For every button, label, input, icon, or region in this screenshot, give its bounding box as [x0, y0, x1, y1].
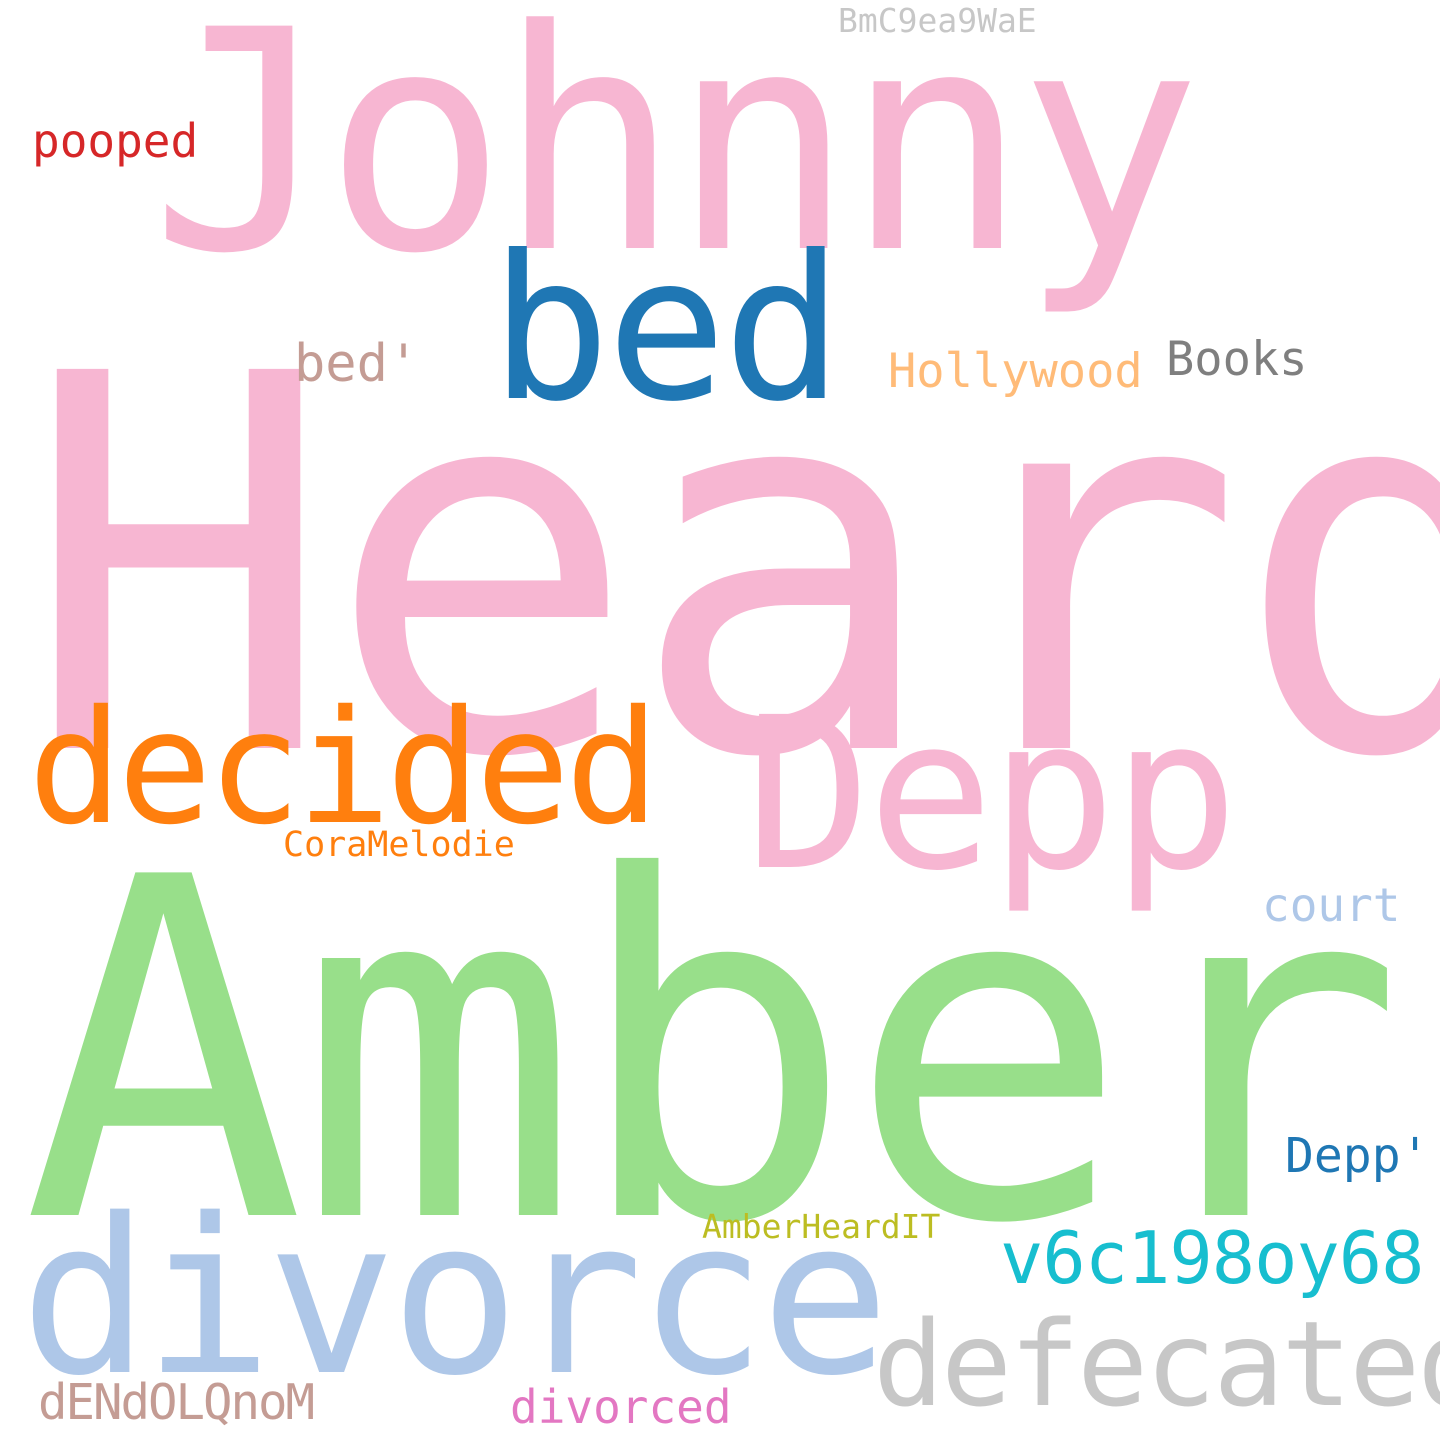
word-depp-quote: Depp' — [1285, 1128, 1430, 1184]
word-heard: Heard — [22, 265, 1440, 871]
word-depp: Depp — [745, 672, 1239, 917]
word-dendolqnom: dENdOLQnoM — [38, 1374, 315, 1431]
word-defecated: defecated — [873, 1295, 1440, 1433]
word-pooped: pooped — [32, 114, 199, 168]
word-bed-quote: bed' — [294, 334, 420, 394]
word-books: Books — [1166, 332, 1308, 387]
word-hollywood: Hollywood — [888, 344, 1143, 399]
word-divorced: divorced — [510, 1380, 732, 1434]
word-decided: decided — [28, 677, 660, 860]
word-court: court — [1262, 878, 1401, 932]
word-amberheardit: AmberHeardIT — [702, 1207, 941, 1246]
word-bed: bed — [490, 213, 843, 446]
word-bmc9ea9wae: BmC9ea9WaE — [838, 1, 1037, 40]
word-amber: Amber — [22, 779, 1405, 1326]
word-coramelodie: CoraMelodie — [283, 825, 515, 865]
word-v6c198oy68: v6c198oy68 — [1000, 1216, 1424, 1300]
word-johnny: Johnny — [150, 0, 1202, 320]
word-divorce: divorce — [20, 1172, 890, 1423]
